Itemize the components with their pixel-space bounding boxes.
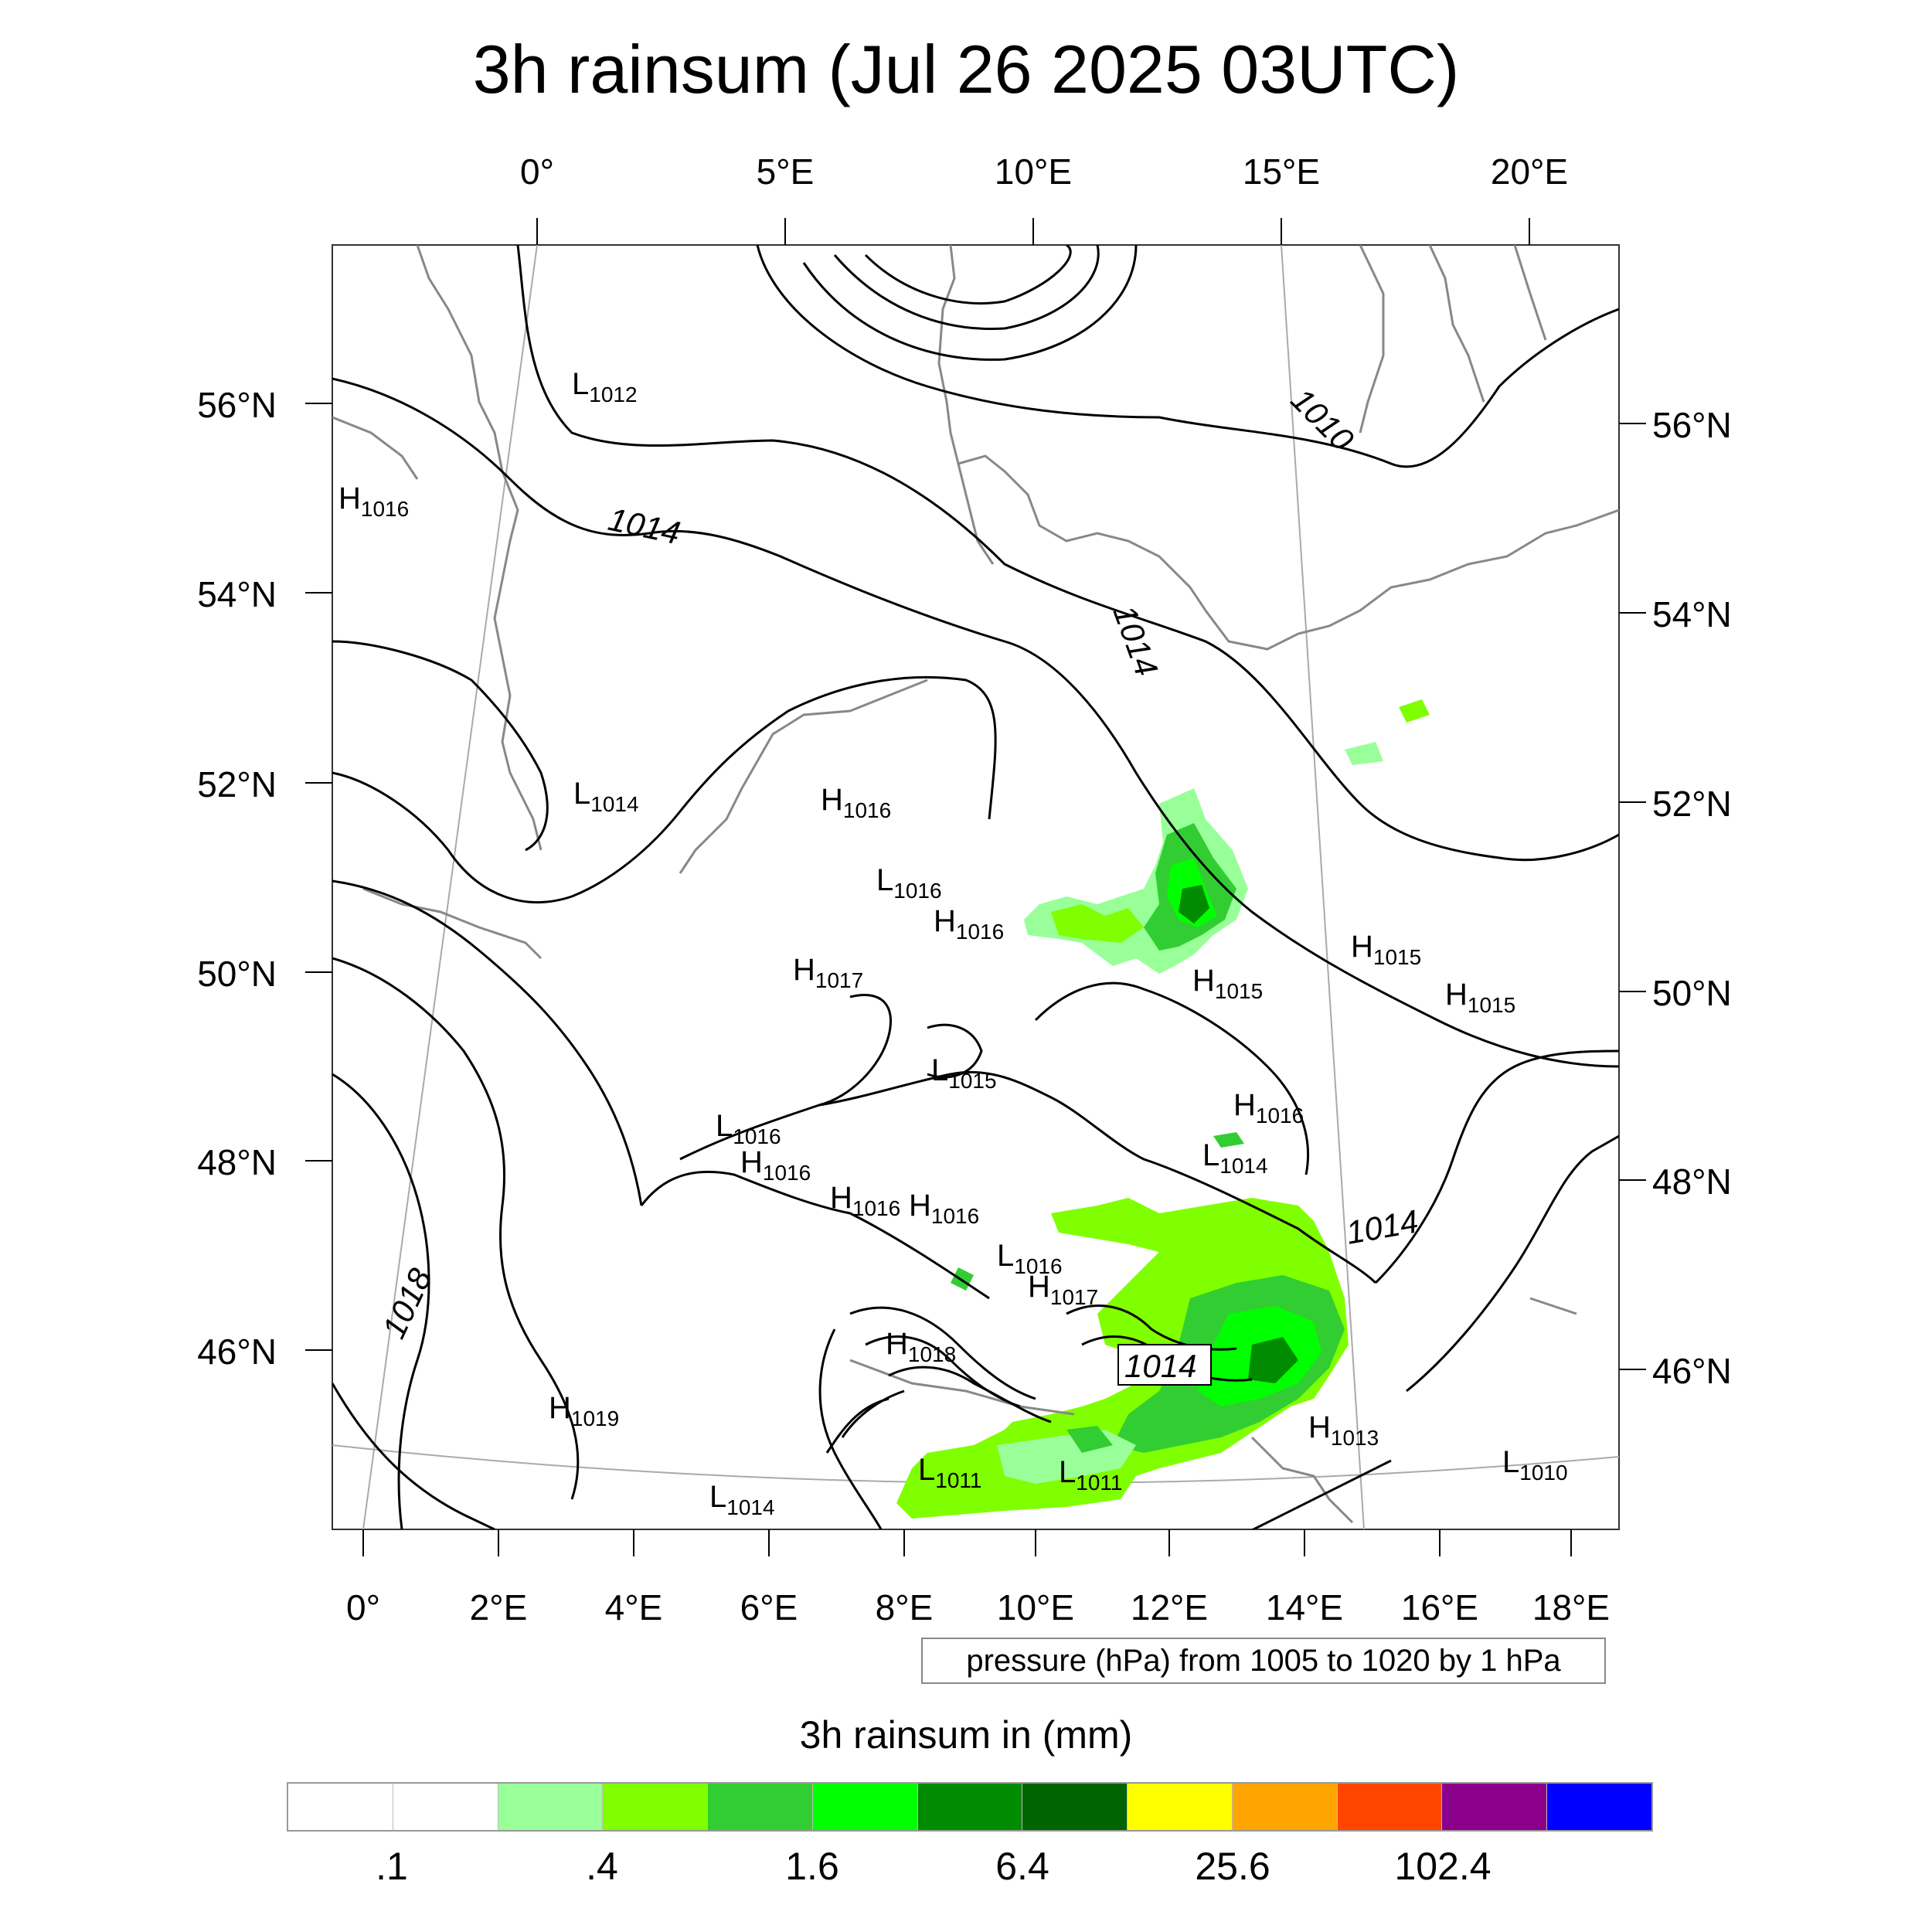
- colorbar-label: 1.6: [785, 1845, 839, 1888]
- colorbar: [287, 1782, 1653, 1832]
- pressure-centers: L1012 H1016 L1014 H1016 L1016 H1016 H101…: [338, 367, 1568, 1519]
- isobar-label-box: [1117, 1344, 1212, 1386]
- pressure-center: H1019: [549, 1391, 619, 1430]
- pressure-center: L1011: [1059, 1455, 1122, 1495]
- pressure-center: H1018: [886, 1327, 956, 1366]
- pressure-center: H1016: [1233, 1088, 1304, 1128]
- left-lat-label: 48°N: [197, 1142, 277, 1182]
- colorbar-swatch: [1337, 1784, 1443, 1830]
- colorbar-label: .1: [376, 1845, 408, 1888]
- right-lat-ticks: [1619, 423, 1646, 1370]
- left-lat-label: 46°N: [197, 1332, 277, 1372]
- colorbar-swatch: [603, 1784, 709, 1830]
- pressure-center: H1017: [793, 953, 863, 992]
- colorbar-swatch: [1022, 1784, 1128, 1830]
- isobars: [332, 245, 1619, 1529]
- legend-title: 3h rainsum in (mm): [799, 1713, 1133, 1757]
- left-lat-label: 54°N: [197, 574, 277, 614]
- pressure-center: H1015: [1351, 930, 1421, 969]
- pressure-center: L1014: [573, 777, 639, 816]
- colorbar-swatch: [288, 1784, 393, 1830]
- right-lat-label: 56°N: [1652, 405, 1732, 445]
- colorbar-label: .4: [586, 1845, 618, 1888]
- isobar-label: 1014: [1124, 1348, 1196, 1384]
- top-lon-label: 20°E: [1491, 151, 1568, 192]
- pressure-center: H1016: [338, 481, 409, 521]
- pressure-center: L1016: [716, 1109, 781, 1148]
- pressure-center: H1015: [1192, 964, 1263, 1003]
- bottom-lon-label: 10°E: [997, 1587, 1074, 1628]
- colorbar-swatch: [1128, 1784, 1233, 1830]
- pressure-center: H1016: [740, 1145, 811, 1185]
- left-lat-label: 56°N: [197, 385, 277, 425]
- top-lon-label: 0°: [520, 151, 554, 192]
- pressure-center: H1016: [934, 904, 1004, 944]
- left-lat-labels: 56°N 54°N 52°N 50°N 48°N 46°N: [197, 385, 277, 1372]
- map-frame: [332, 244, 1620, 1530]
- colorbar-label: 6.4: [995, 1845, 1049, 1888]
- coastlines: [332, 245, 1619, 1524]
- top-lon-label: 5°E: [757, 151, 815, 192]
- colorbar-swatch: [393, 1784, 498, 1830]
- pressure-center: L1010: [1502, 1445, 1568, 1485]
- bottom-lon-label: 4°E: [605, 1587, 663, 1628]
- map-title: 3h rainsum (Jul 26 2025 03UTC): [472, 31, 1460, 107]
- top-lon-label: 10°E: [995, 151, 1072, 192]
- pressure-center: H1016: [909, 1189, 979, 1228]
- bottom-lon-label: 16°E: [1401, 1587, 1478, 1628]
- right-lat-label: 48°N: [1652, 1162, 1732, 1202]
- bottom-lon-label: 0°: [346, 1587, 380, 1628]
- colorbar-swatch: [1232, 1784, 1338, 1830]
- right-lat-label: 52°N: [1652, 784, 1732, 824]
- colorbar-swatch: [498, 1784, 604, 1830]
- pressure-center: L1016: [997, 1239, 1063, 1278]
- pressure-center: L1014: [709, 1480, 775, 1519]
- bottom-lon-label: 14°E: [1266, 1587, 1343, 1628]
- colorbar-swatch: [812, 1784, 918, 1830]
- colorbar-label: 25.6: [1195, 1845, 1270, 1888]
- bottom-lon-label: 8°E: [876, 1587, 934, 1628]
- top-lon-ticks: [536, 218, 1530, 245]
- right-lat-label: 50°N: [1652, 973, 1732, 1013]
- top-lon-labels: 0° 5°E 10°E 15°E 20°E: [520, 151, 1568, 192]
- colorbar-labels: .1 .4 1.6 6.4 25.6 102.4: [0, 1844, 1932, 1898]
- colorbar-label: 102.4: [1394, 1845, 1492, 1888]
- pressure-center: L1014: [1202, 1138, 1268, 1178]
- pressure-note: pressure (hPa) from 1005 to 1020 by 1 hP…: [921, 1638, 1606, 1684]
- right-lat-label: 54°N: [1652, 594, 1732, 634]
- colorbar-swatch: [708, 1784, 813, 1830]
- left-lat-label: 52°N: [197, 764, 277, 804]
- pressure-center: H1013: [1308, 1410, 1379, 1450]
- colorbar-swatch: [1547, 1784, 1651, 1830]
- pressure-center: L1012: [572, 367, 638, 406]
- pressure-center: L1011: [918, 1453, 981, 1492]
- bottom-lon-ticks: [362, 1529, 1572, 1556]
- bottom-lon-label: 2°E: [470, 1587, 528, 1628]
- left-lat-ticks: [305, 403, 332, 1351]
- right-lat-labels: 56°N 54°N 52°N 50°N 48°N 46°N: [1652, 405, 1732, 1391]
- rain-field: [896, 699, 1430, 1519]
- left-lat-label: 50°N: [197, 954, 277, 994]
- pressure-center: H1016: [821, 783, 891, 822]
- bottom-lon-label: 6°E: [740, 1587, 798, 1628]
- top-lon-label: 15°E: [1243, 151, 1320, 192]
- pressure-center: L1016: [876, 863, 942, 903]
- bottom-lon-label: 18°E: [1532, 1587, 1610, 1628]
- pressure-center: H1017: [1028, 1270, 1098, 1309]
- pressure-center: L1015: [931, 1053, 997, 1093]
- right-lat-label: 46°N: [1652, 1351, 1732, 1391]
- colorbar-swatch: [917, 1784, 1023, 1830]
- bottom-lon-labels: 0° 2°E 4°E 6°E 8°E 10°E 12°E 14°E 16°E 1…: [346, 1587, 1610, 1628]
- pressure-center: H1016: [830, 1181, 900, 1220]
- pressure-center: H1015: [1445, 978, 1515, 1017]
- bottom-lon-label: 12°E: [1131, 1587, 1208, 1628]
- colorbar-swatch: [1442, 1784, 1548, 1830]
